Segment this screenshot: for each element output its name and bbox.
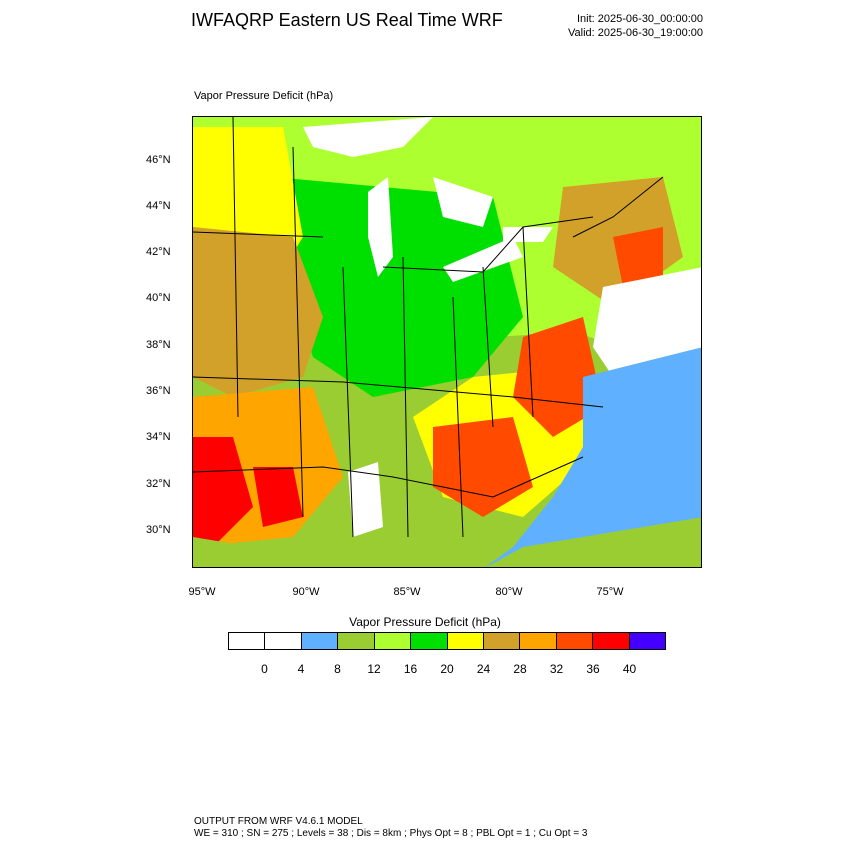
lake-michigan — [368, 177, 393, 277]
colorbar-label: 8 — [334, 662, 341, 676]
louisiana-hot-region — [253, 467, 303, 527]
colorbar-label: 28 — [513, 662, 527, 676]
southeast-hot-region — [433, 417, 533, 517]
lon-tick-95: 95°W — [188, 586, 216, 598]
map-panel — [192, 116, 702, 568]
colorbar-box — [593, 633, 630, 649]
colorbar — [228, 632, 666, 650]
lat-tick-32: 32°N — [146, 478, 171, 490]
lat-tick-36: 36°N — [146, 385, 171, 397]
lon-tick-90: 90°W — [292, 586, 320, 598]
colorbar-box — [301, 633, 339, 649]
colorbar-label: 32 — [549, 662, 564, 676]
lat-tick-38: 38°N — [146, 339, 171, 351]
lat-tick-46: 46°N — [146, 154, 171, 166]
lake-ontario — [503, 227, 553, 242]
init-time: Init: 2025-06-30_00:00:00 — [577, 13, 703, 25]
colorbar-box — [483, 633, 521, 649]
southern-land — [486, 517, 701, 567]
colorbar-box — [338, 633, 375, 649]
lat-tick-34: 34°N — [146, 431, 171, 443]
atlantic-ocean-blue — [485, 347, 701, 567]
gulf-coast-land — [193, 537, 253, 567]
mid-atlantic-hot-region — [513, 317, 603, 437]
colorbar-title: Vapor Pressure Deficit (hPa) — [349, 615, 501, 629]
valid-time: Valid: 2025-06-30_19:00:00 — [568, 27, 703, 39]
lake-huron — [433, 177, 493, 227]
state-boundaries — [193, 117, 664, 538]
vpd-map — [193, 117, 701, 567]
lat-tick-40: 40°N — [146, 292, 171, 304]
colorbar-label: 24 — [476, 662, 491, 676]
midwest-green-region — [273, 177, 523, 397]
lake-superior — [303, 117, 433, 157]
texas-hot-region — [193, 437, 253, 547]
colorbar-box — [374, 633, 412, 649]
footer-model: OUTPUT FROM WRF V4.6.1 MODEL — [194, 816, 363, 827]
west-tan-region — [193, 227, 323, 397]
colorbar-box — [229, 633, 266, 649]
colorbar-label: 16 — [403, 662, 418, 676]
lat-tick-44: 44°N — [146, 200, 171, 212]
footer-config: WE = 310 ; SN = 275 ; Levels = 38 ; Dis … — [194, 828, 588, 839]
colorbar-label: 4 — [297, 662, 305, 676]
colorbar-box — [520, 633, 557, 649]
field-label: Vapor Pressure Deficit (hPa) — [194, 90, 334, 102]
atlantic-ocean-north — [593, 267, 701, 377]
alabama-white-patch — [348, 462, 383, 537]
colorbar-label: 40 — [622, 662, 637, 676]
lat-tick-42: 42°N — [146, 246, 171, 258]
colorbar-label: 20 — [440, 662, 454, 676]
colorbar-box — [265, 633, 302, 649]
lon-tick-85: 85°W — [393, 586, 421, 598]
colorbar-box — [556, 633, 594, 649]
lon-tick-80: 80°W — [495, 586, 523, 598]
colorbar-box — [411, 633, 448, 649]
lat-tick-30: 30°N — [146, 524, 171, 536]
colorbar-label: 36 — [586, 662, 600, 676]
colorbar-box — [629, 633, 666, 649]
new-england-hot-region — [613, 227, 663, 287]
colorbar-label: 12 — [367, 662, 381, 676]
colorbar-label: 0 — [261, 662, 268, 676]
colorbar-box — [447, 633, 484, 649]
lon-tick-75: 75°W — [596, 586, 624, 598]
map-title: IWFAQRP Eastern US Real Time WRF — [191, 10, 503, 30]
